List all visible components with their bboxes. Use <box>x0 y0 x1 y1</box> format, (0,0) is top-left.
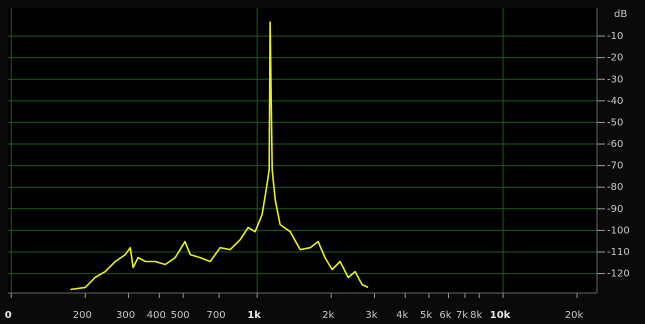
x-tick-label: 8k <box>470 310 482 321</box>
x-tick-label: 2k <box>322 310 334 321</box>
x-tick-label: 3k <box>365 310 377 321</box>
x-tick-label: 4k <box>396 310 408 321</box>
spectrum-line <box>70 21 369 291</box>
x-tick-label: 700 <box>207 310 226 321</box>
plot-area <box>8 8 597 293</box>
y-tick-label: -40 <box>607 96 623 107</box>
x-tick-label: 400 <box>147 310 166 321</box>
x-tick-label: 0 <box>5 310 12 321</box>
y-tick-label: -100 <box>607 225 630 236</box>
y-axis-label: dB <box>614 9 627 20</box>
y-tick-label: -50 <box>607 117 623 128</box>
y-tick-label: -110 <box>607 247 630 258</box>
y-tick-label: -60 <box>607 139 623 150</box>
y-tick-label: -120 <box>607 269 630 280</box>
y-tick-label: -20 <box>607 53 623 64</box>
x-tick-label: 5k <box>420 310 432 321</box>
y-tick-label: -30 <box>607 74 623 85</box>
x-tick-label: 6k <box>439 310 451 321</box>
y-tick-label: -80 <box>607 182 623 193</box>
x-tick-label: 10k <box>490 310 511 321</box>
y-tick-label: -90 <box>607 204 623 215</box>
x-tick-label: 20k <box>565 310 584 321</box>
y-tick-label: -10 <box>607 31 623 42</box>
x-tick-label: 7k <box>456 310 468 321</box>
x-tick-label: 300 <box>116 310 135 321</box>
y-tick-label: -70 <box>607 161 623 172</box>
x-tick-label: 1k <box>247 310 261 321</box>
x-tick-label: 500 <box>171 310 190 321</box>
x-tick-label: 200 <box>73 310 92 321</box>
